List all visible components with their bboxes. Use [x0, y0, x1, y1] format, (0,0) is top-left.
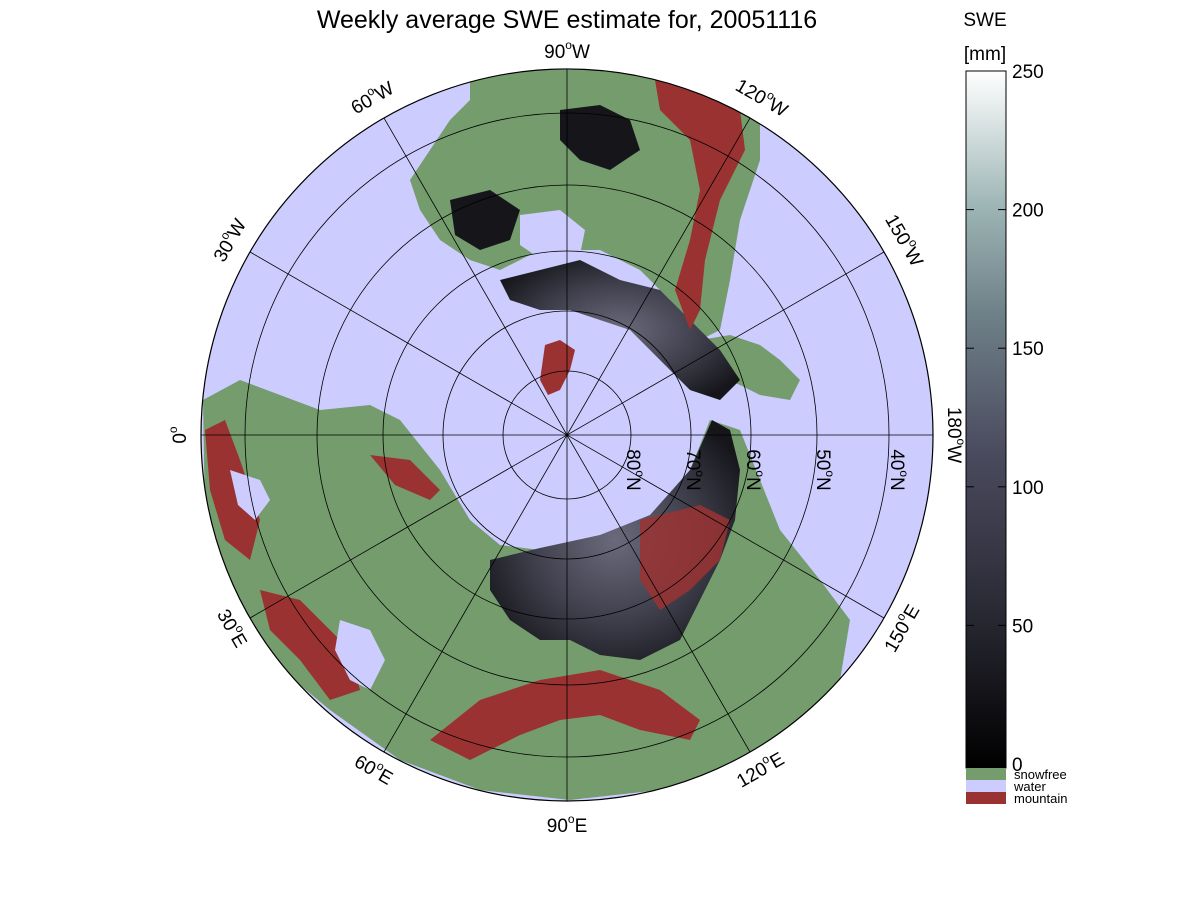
- map-frame: [200, 68, 934, 802]
- colorbar-title-unit: [mm]: [964, 44, 1006, 65]
- longitude-label: 90oW: [544, 38, 590, 63]
- longitude-label: 90oE: [547, 812, 588, 837]
- legend-label-mountain: mountain: [1014, 791, 1067, 806]
- mountain-alps-caucasus: [260, 590, 360, 700]
- meridian-line: [249, 251, 885, 619]
- longitude-label: 180oW: [943, 407, 968, 463]
- latitude-labels: 80oN 70oN 60oN 50oN 40oN: [622, 449, 911, 491]
- water-baltic: [230, 470, 270, 520]
- colorbar-tick-label: 50: [1012, 616, 1033, 637]
- longitude-label: 60oW: [346, 75, 398, 119]
- colorbar-title-swe: SWE: [963, 10, 1006, 31]
- legend-swatch-water: [966, 780, 1006, 792]
- snow-cover-hudson: [560, 105, 640, 170]
- snow-cover-canada-west: [450, 190, 520, 250]
- mountain-himalaya: [430, 670, 700, 760]
- graticule: [201, 69, 933, 801]
- landmass-greenland: [540, 340, 575, 395]
- colorbar-gradient: [965, 70, 1007, 769]
- legend-label-snowfree: snowfree: [1014, 767, 1067, 782]
- colorbar-tick-label: 250: [1012, 62, 1044, 83]
- legend-label-water: water: [1013, 779, 1046, 794]
- longitude-label: 0o: [166, 426, 191, 444]
- mountain-scandinavia: [205, 420, 260, 560]
- colorbar-tick-label: 200: [1012, 201, 1044, 222]
- mountain-eastern-siberia: [640, 505, 730, 610]
- snow-cover-eurasia: [490, 420, 740, 660]
- colorbar-tick-label: 150: [1012, 339, 1044, 360]
- water-hudson-bay: [520, 210, 585, 262]
- colorbar-tick-label: 100: [1012, 478, 1044, 499]
- landmass-alaska: [700, 335, 800, 400]
- colorbar-ticks: 0 50 100 150 200 250: [966, 62, 1044, 776]
- latitude-label: 70oN: [682, 449, 707, 491]
- latitude-label: 80oN: [622, 449, 647, 491]
- latitude-label: 60oN: [742, 449, 767, 491]
- legend-swatch-snowfree: [966, 768, 1006, 780]
- legend-swatch-mountain: [966, 792, 1006, 804]
- map-title: Weekly average SWE estimate for, 2005111…: [317, 6, 817, 34]
- longitude-label: 30oW: [207, 214, 251, 266]
- mountain-ural-siberia: [370, 455, 440, 500]
- water-caspian-black-sea: [335, 620, 385, 690]
- colorbar: SWE [mm] 0 50 100 150 200 250 snowfreewatermo…: [963, 10, 1067, 806]
- latitude-label: 40oN: [886, 449, 911, 491]
- longitude-labels: 90oW120oW150oW180oW150oE120oE90oE60oE30o…: [166, 38, 968, 837]
- snow-cover-north-america: [500, 260, 740, 400]
- landmass-north-america: [410, 70, 760, 340]
- colorbar-tick-label: 0: [1012, 755, 1023, 776]
- latitude-label: 50oN: [812, 449, 837, 491]
